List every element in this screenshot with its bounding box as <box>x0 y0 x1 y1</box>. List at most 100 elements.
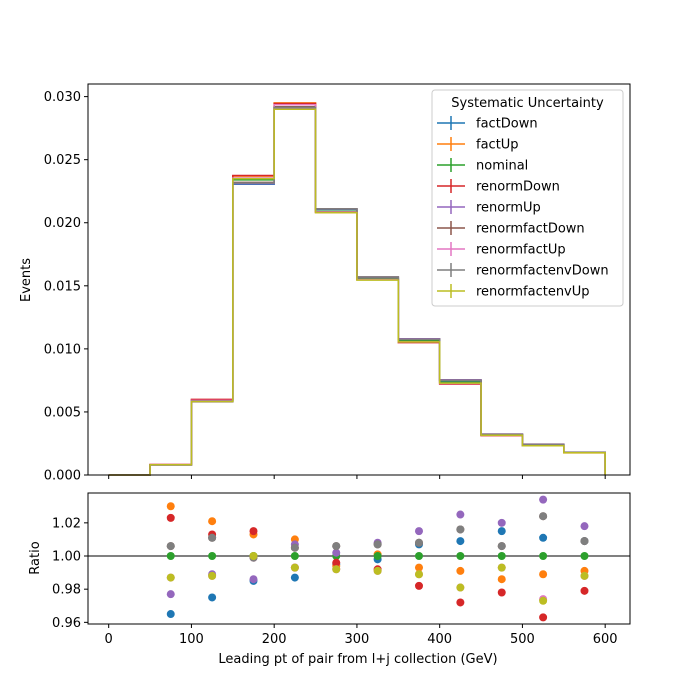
ratio-point-renormfactenvDown <box>290 543 299 552</box>
ratio-point-renormfactenvDown <box>497 542 506 551</box>
ratio-point-renormfactenvUp <box>539 596 548 605</box>
ratio-point-renormfactenvDown <box>414 538 423 547</box>
ratio-point-factDown <box>166 610 175 619</box>
ratio-point-renormfactenvUp <box>497 563 506 572</box>
ratio-x-tick-label: 400 <box>427 632 452 647</box>
ratio-point-nominal <box>290 552 299 561</box>
ratio-point-nominal <box>539 552 548 561</box>
ratio-point-renormfactenvDown <box>580 537 589 546</box>
ratio-y-ticks: 0.96 0.98 1.00 1.02 <box>52 516 88 631</box>
legend-label-nominal: nominal <box>476 159 528 174</box>
histogram-y-ticks: 0.000 0.005 0.010 0.015 0.020 0.025 0.030 <box>44 90 88 484</box>
legend-title: Systematic Uncertainty <box>451 96 604 111</box>
ratio-point-renormDown <box>456 598 465 607</box>
ratio-x-tick-label: 600 <box>593 632 618 647</box>
ratio-point-renormUp <box>456 510 465 519</box>
ratio-point-renormUp <box>414 527 423 536</box>
ratio-point-renormUp <box>539 495 548 504</box>
ratio-point-renormfactenvUp <box>332 565 341 574</box>
ratio-point-renormUp <box>249 575 258 584</box>
histogram-panel: 0.000 0.005 0.010 0.015 0.020 0.025 0.030 Even… <box>19 83 631 484</box>
legend-label-renormfactUp: renormfactUp <box>476 243 566 258</box>
ratio-point-renormfactenvDown <box>208 533 217 542</box>
ratio-x-tick-label: 200 <box>262 632 287 647</box>
ratio-point-factUp <box>414 563 423 572</box>
legend-label-renormfactenvDown: renormfactenvDown <box>476 264 609 279</box>
histogram-y-tick-label: 0.010 <box>44 342 81 357</box>
ratio-point-nominal <box>208 552 217 561</box>
ratio-point-factUp <box>497 575 506 584</box>
ratio-point-renormUp <box>497 518 506 527</box>
ratio-point-factUp <box>539 570 548 579</box>
x-axis-label: Leading pt of pair from l+j collection (… <box>218 652 497 667</box>
histogram-y-tick-label: 0.025 <box>44 153 81 168</box>
ratio-point-renormDown <box>249 527 258 536</box>
histogram-x-ticks <box>108 475 606 479</box>
histogram-y-tick-label: 0.000 <box>44 469 81 484</box>
legend-entry-nominal: nominal <box>437 158 528 174</box>
ratio-point-renormfactenvUp <box>414 570 423 579</box>
ratio-x-tick-label: 0 <box>105 632 113 647</box>
ratio-point-renormfactenvUp <box>456 583 465 592</box>
ratio-series-renormfactenvUp <box>166 552 589 605</box>
histogram-y-tick-label: 0.005 <box>44 405 81 420</box>
legend-label-renormUp: renormUp <box>476 201 541 216</box>
legend-label-factUp: factUp <box>476 138 519 153</box>
ratio-point-factDown <box>208 593 217 602</box>
ratio-point-renormDown <box>414 581 423 590</box>
ratio-point-renormfactenvUp <box>208 571 217 580</box>
ratio-x-tick-label: 300 <box>345 632 370 647</box>
ratio-point-renormDown <box>539 613 548 622</box>
ratio-point-renormDown <box>166 513 175 522</box>
ratio-point-nominal <box>580 552 589 561</box>
ratio-point-factUp <box>208 517 217 526</box>
ratio-y-tick-label: 0.96 <box>52 616 81 631</box>
ratio-point-renormfactenvUp <box>373 566 382 575</box>
ratio-point-renormfactenvUp <box>580 571 589 580</box>
ratio-y-tick-label: 0.98 <box>52 583 81 598</box>
ratio-point-factDown <box>290 573 299 582</box>
legend-entry-factUp: factUp <box>437 137 519 153</box>
ratio-point-renormfactenvDown <box>373 540 382 549</box>
ratio-point-factUp <box>166 502 175 511</box>
legend-label-renormfactenvUp: renormfactenvUp <box>476 285 590 300</box>
histogram-series-renormfactenvUp <box>108 108 606 476</box>
ratio-x-ticks: 0 100 200 300 400 500 600 <box>105 624 618 647</box>
ratio-point-renormfactenvUp <box>166 573 175 582</box>
ratio-point-renormUp <box>332 548 341 557</box>
ratio-point-nominal <box>497 552 506 561</box>
legend-entry-renormfactenvUp: renormfactenvUp <box>437 284 590 300</box>
ratio-point-nominal <box>414 552 423 561</box>
histogram-y-tick-label: 0.015 <box>44 279 81 294</box>
ratio-y-axis-label: Ratio <box>28 541 43 574</box>
legend-label-renormDown: renormDown <box>476 180 560 195</box>
ratio-point-renormUp <box>166 590 175 599</box>
ratio-point-factDown <box>456 537 465 546</box>
ratio-point-nominal <box>373 552 382 561</box>
ratio-point-nominal <box>166 552 175 561</box>
ratio-series-group <box>166 495 589 622</box>
ratio-y-tick-label: 1.00 <box>52 550 81 565</box>
histogram-series-group <box>108 102 606 476</box>
ratio-point-factDown <box>539 533 548 542</box>
ratio-point-renormfactenvUp <box>249 552 258 561</box>
ratio-point-nominal <box>456 552 465 561</box>
legend-box <box>431 89 624 307</box>
ratio-point-renormfactenvUp <box>290 563 299 572</box>
ratio-point-renormUp <box>580 522 589 531</box>
ratio-panel: 0.96 0.98 1.00 1.02 0 100 200 300 400 500 600 Rat… <box>28 492 631 667</box>
ratio-point-renormDown <box>332 558 341 567</box>
legend-entry-renormfactenvDown: renormfactenvDown <box>437 263 609 279</box>
legend-entries: factDown factUp nominal renormDown renormUp r… <box>437 116 609 300</box>
ratio-point-renormfactenvDown <box>332 542 341 551</box>
ratio-point-factUp <box>456 566 465 575</box>
legend-entry-renormDown: renormDown <box>437 179 560 195</box>
legend-entry-renormUp: renormUp <box>437 200 541 216</box>
legend-entry-renormfactUp: renormfactUp <box>437 242 566 258</box>
ratio-point-renormfactenvDown <box>166 542 175 551</box>
ratio-x-tick-label: 500 <box>510 632 535 647</box>
legend-label-renormfactDown: renormfactDown <box>476 222 585 237</box>
ratio-x-tick-label: 100 <box>179 632 204 647</box>
legend-entry-renormfactDown: renormfactDown <box>437 221 585 237</box>
ratio-point-renormfactenvDown <box>539 512 548 521</box>
